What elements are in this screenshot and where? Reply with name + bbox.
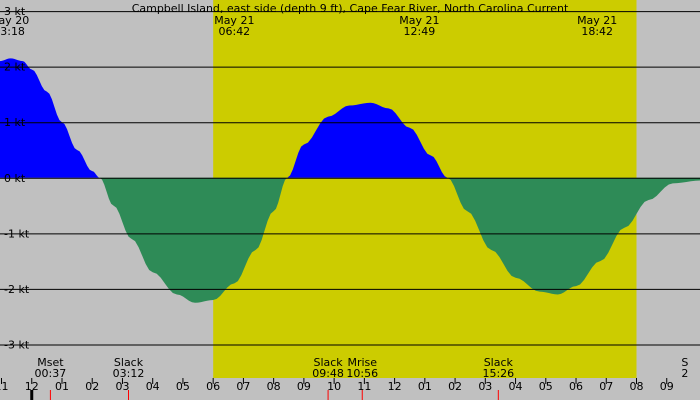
x-tick-label: 04 — [146, 380, 160, 393]
top-annotation-date: May 21 — [399, 14, 439, 27]
x-tick-label: 09 — [297, 380, 311, 393]
x-tick-label: 02 — [85, 380, 99, 393]
bottom-annotation-event: Slack — [313, 356, 343, 369]
x-tick-label: 07 — [599, 380, 613, 393]
y-tick-label: 0 kt — [4, 172, 26, 185]
x-tick-label: 05 — [539, 380, 553, 393]
chart-title: Campbell Island, east side (depth 9 ft),… — [132, 2, 569, 15]
top-annotation-date: May 20 — [0, 14, 29, 27]
top-annotation-date: May 21 — [214, 14, 254, 27]
top-annotation-time: 06:42 — [218, 25, 250, 38]
x-tick-label: 03 — [478, 380, 492, 393]
bottom-annotation-event: Slack — [114, 356, 144, 369]
bottom-annotation-time: 09:48 — [312, 367, 344, 380]
bottom-annotation-event: Slack — [484, 356, 514, 369]
top-annotation-time: 18:42 — [581, 25, 613, 38]
bottom-annotation-time: 2 — [681, 367, 688, 380]
top-annotation-time: 23:18 — [0, 25, 25, 38]
x-tick-label: 12 — [25, 380, 39, 393]
x-tick-label: 01 — [55, 380, 69, 393]
x-tick-label: 05 — [176, 380, 190, 393]
y-tick-layer: 3 kt 2 kt 1 kt 0 kt -1 kt -2 kt -3 kt — [4, 5, 30, 351]
bottom-annotation-event: Mrise — [347, 356, 377, 369]
bottom-annotation-time: 00:37 — [35, 367, 67, 380]
y-tick-label: 1 kt — [4, 116, 26, 129]
y-tick-label: 3 kt — [4, 5, 26, 18]
x-tick-label: 08 — [630, 380, 644, 393]
y-tick-label: -2 kt — [4, 283, 30, 296]
x-tick-label: 10 — [327, 380, 341, 393]
bottom-annotation-time: 03:12 — [113, 367, 145, 380]
bottom-annotation-event: Mset — [37, 356, 64, 369]
x-tick-label: 06 — [569, 380, 583, 393]
bottom-annotation-time: 10:56 — [346, 367, 378, 380]
y-tick-label: -3 kt — [4, 338, 30, 351]
x-tick-layer: 11 12 01 02 03 04 05 06 07 08 09 10 11 12 01 02 03 04 05 06… — [0, 378, 674, 400]
x-tick-label: 11 — [0, 380, 9, 393]
x-tick-label: 01 — [418, 380, 432, 393]
x-tick-label: 11 — [357, 380, 371, 393]
x-tick-label: 09 — [660, 380, 674, 393]
x-tick-label: 06 — [206, 380, 220, 393]
bottom-annotation-time: 15:26 — [482, 367, 514, 380]
top-annotation-time: 12:49 — [404, 25, 436, 38]
y-tick-label: 2 kt — [4, 61, 26, 74]
x-tick-label: 12 — [388, 380, 402, 393]
x-tick-label: 03 — [115, 380, 129, 393]
x-tick-label: 04 — [509, 380, 523, 393]
y-tick-label: -1 kt — [4, 227, 30, 240]
bottom-annotation-event: S — [681, 356, 688, 369]
flood-current-area — [0, 58, 448, 178]
x-tick-label: 08 — [267, 380, 281, 393]
current-area-layer — [0, 58, 700, 303]
x-tick-label: 02 — [448, 380, 462, 393]
ebb-current-area — [99, 177, 700, 303]
top-annotation-date: May 21 — [577, 14, 617, 27]
gridline-layer — [0, 11, 700, 346]
x-tick-label: 07 — [236, 380, 250, 393]
